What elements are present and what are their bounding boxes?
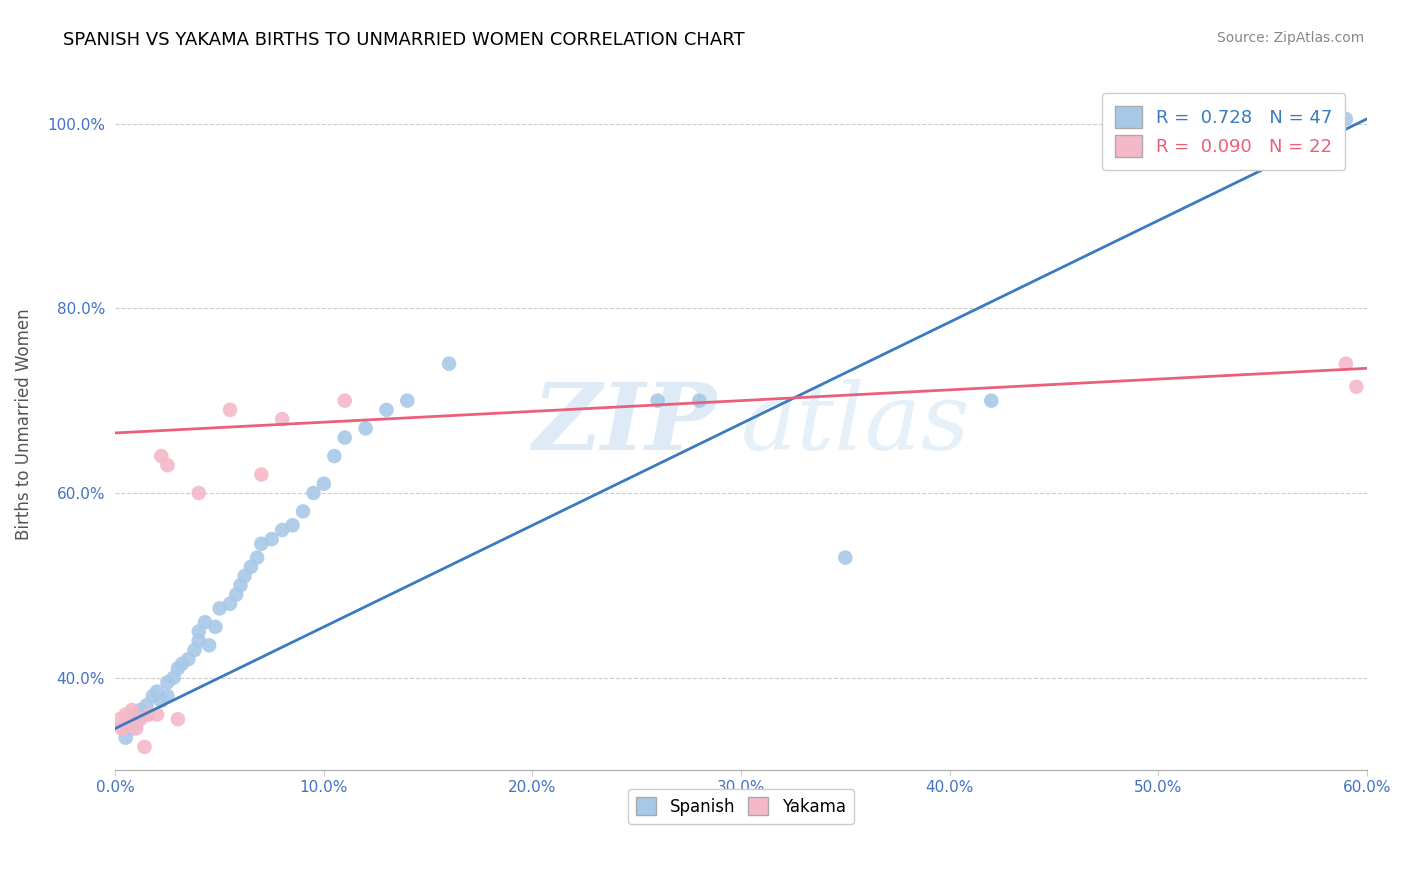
Y-axis label: Births to Unmarried Women: Births to Unmarried Women: [15, 308, 32, 540]
Point: [121, 722, 143, 736]
Text: ZIP: ZIP: [531, 379, 716, 468]
Point: [219, 597, 242, 611]
Point: [239, 559, 262, 574]
Point: [146, 707, 169, 722]
Point: [1346, 380, 1368, 394]
Point: [225, 588, 247, 602]
Point: [271, 523, 294, 537]
Point: [198, 638, 221, 652]
Point: [156, 458, 179, 473]
Point: [250, 537, 273, 551]
Point: [688, 393, 710, 408]
Point: [167, 712, 190, 726]
Point: [250, 467, 273, 482]
Point: [302, 486, 325, 500]
Point: [142, 689, 165, 703]
Point: [135, 698, 157, 713]
Point: [170, 657, 193, 671]
Point: [125, 716, 148, 731]
Point: [229, 578, 252, 592]
Point: [135, 707, 157, 722]
Point: [375, 402, 398, 417]
Point: [167, 661, 190, 675]
Point: [121, 703, 143, 717]
Point: [117, 712, 139, 726]
Point: [146, 684, 169, 698]
Point: [114, 731, 136, 745]
Legend: Spanish, Yakama: Spanish, Yakama: [628, 789, 853, 824]
Point: [150, 449, 173, 463]
Point: [129, 712, 152, 726]
Point: [980, 393, 1002, 408]
Point: [156, 689, 179, 703]
Point: [333, 393, 356, 408]
Point: [1334, 112, 1357, 126]
Point: [208, 601, 231, 615]
Point: [323, 449, 346, 463]
Text: atlas: atlas: [741, 379, 970, 468]
Point: [125, 722, 148, 736]
Point: [396, 393, 419, 408]
Point: [246, 550, 269, 565]
Point: [125, 712, 148, 726]
Text: Source: ZipAtlas.com: Source: ZipAtlas.com: [1216, 31, 1364, 45]
Point: [219, 402, 242, 417]
Point: [108, 712, 131, 726]
Point: [183, 643, 205, 657]
Point: [129, 703, 152, 717]
Point: [292, 504, 315, 518]
Point: [333, 431, 356, 445]
Point: [187, 633, 209, 648]
Point: [354, 421, 377, 435]
Point: [233, 569, 256, 583]
Point: [312, 476, 335, 491]
Point: [271, 412, 294, 426]
Point: [134, 739, 156, 754]
Point: [281, 518, 304, 533]
Text: SPANISH VS YAKAMA BIRTHS TO UNMARRIED WOMEN CORRELATION CHART: SPANISH VS YAKAMA BIRTHS TO UNMARRIED WO…: [63, 31, 745, 49]
Point: [260, 532, 283, 546]
Point: [194, 615, 217, 630]
Point: [156, 675, 179, 690]
Point: [437, 357, 460, 371]
Point: [187, 486, 209, 500]
Point: [187, 624, 209, 639]
Point: [1334, 357, 1357, 371]
Point: [150, 694, 173, 708]
Point: [114, 707, 136, 722]
Point: [138, 707, 160, 722]
Point: [834, 550, 856, 565]
Point: [110, 722, 132, 736]
Point: [163, 671, 186, 685]
Point: [647, 393, 669, 408]
Point: [112, 722, 135, 736]
Point: [177, 652, 200, 666]
Point: [125, 707, 148, 722]
Point: [204, 620, 226, 634]
